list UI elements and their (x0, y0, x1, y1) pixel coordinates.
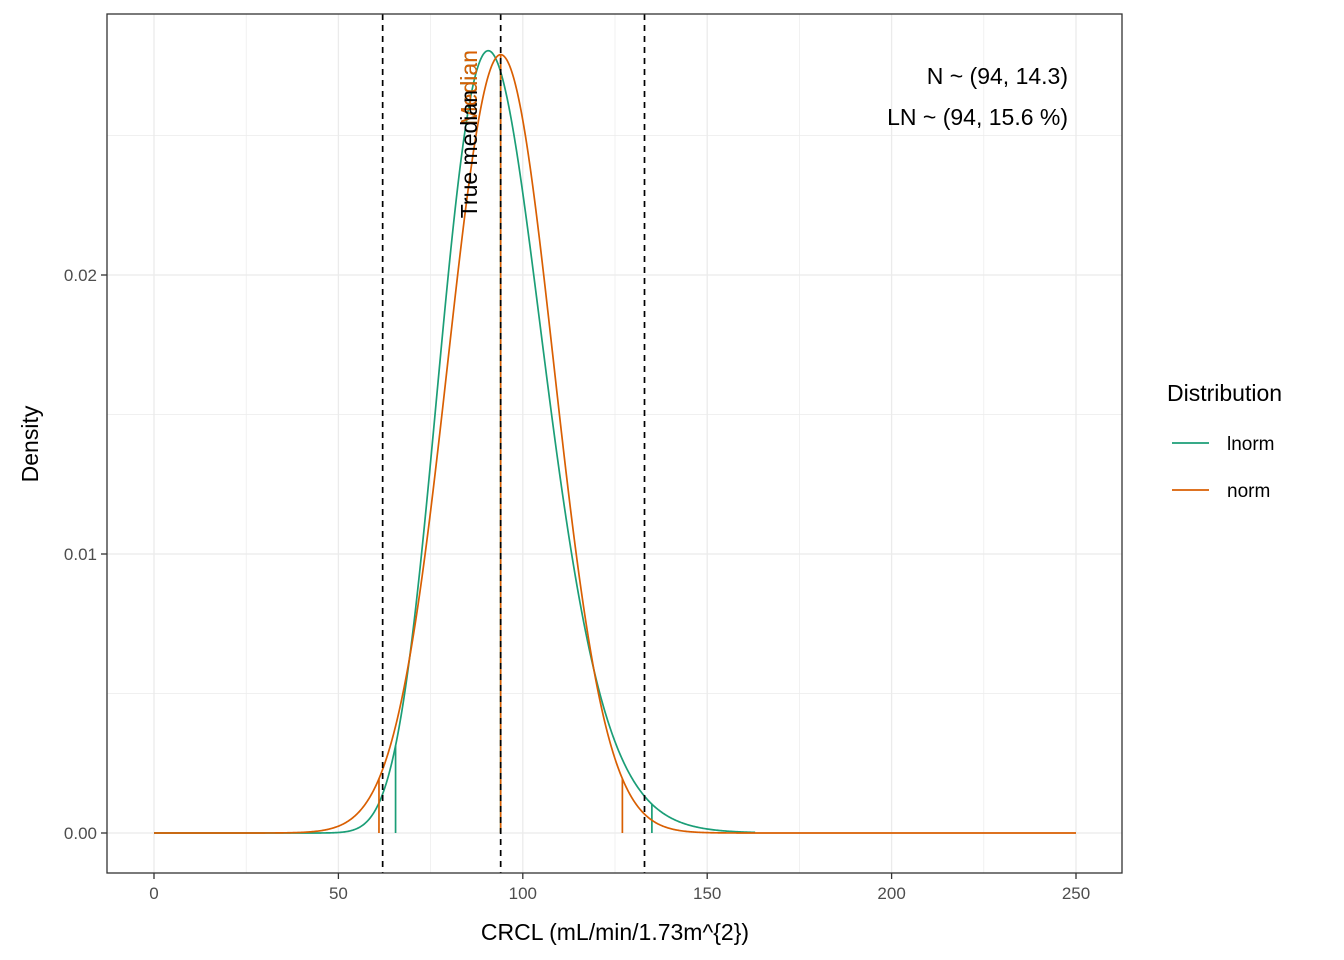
x-tick-label: 250 (1062, 884, 1090, 903)
annotation-normal: N ~ (94, 14.3) (927, 63, 1068, 89)
density-curve-norm (154, 53, 1076, 834)
reference-lines (381, 14, 646, 873)
y-tick-label: 0.02 (64, 266, 97, 285)
legend: Distribution lnorm norm (1167, 380, 1282, 502)
legend-label-norm: norm (1227, 481, 1270, 502)
y-axis-title: Density (17, 405, 43, 482)
y-tick-label: 0.00 (64, 824, 97, 843)
axis-ticks: 0 50 100 150 200 250 0.00 0.01 0.02 (64, 266, 1090, 903)
minor-gridlines (107, 14, 1122, 873)
y-tick-label: 0.01 (64, 545, 97, 564)
plot-border (106, 13, 1123, 874)
median-label-norm: Median (456, 50, 482, 125)
legend-label-lnorm: lnorm (1227, 434, 1275, 455)
true-median-label: True median (456, 90, 482, 218)
plot-background (107, 14, 1122, 873)
legend-title: Distribution (1167, 380, 1282, 406)
x-axis-title: CRCL (mL/min/1.73m^{2}) (481, 919, 749, 945)
annotation-lognormal: LN ~ (94, 15.6 %) (887, 104, 1068, 130)
x-tick-label: 100 (509, 884, 537, 903)
x-tick-label: 150 (693, 884, 721, 903)
x-tick-label: 50 (329, 884, 348, 903)
x-tick-label: 200 (877, 884, 905, 903)
x-tick-label: 0 (149, 884, 158, 903)
median-label-lnorm: Median (456, 50, 482, 125)
